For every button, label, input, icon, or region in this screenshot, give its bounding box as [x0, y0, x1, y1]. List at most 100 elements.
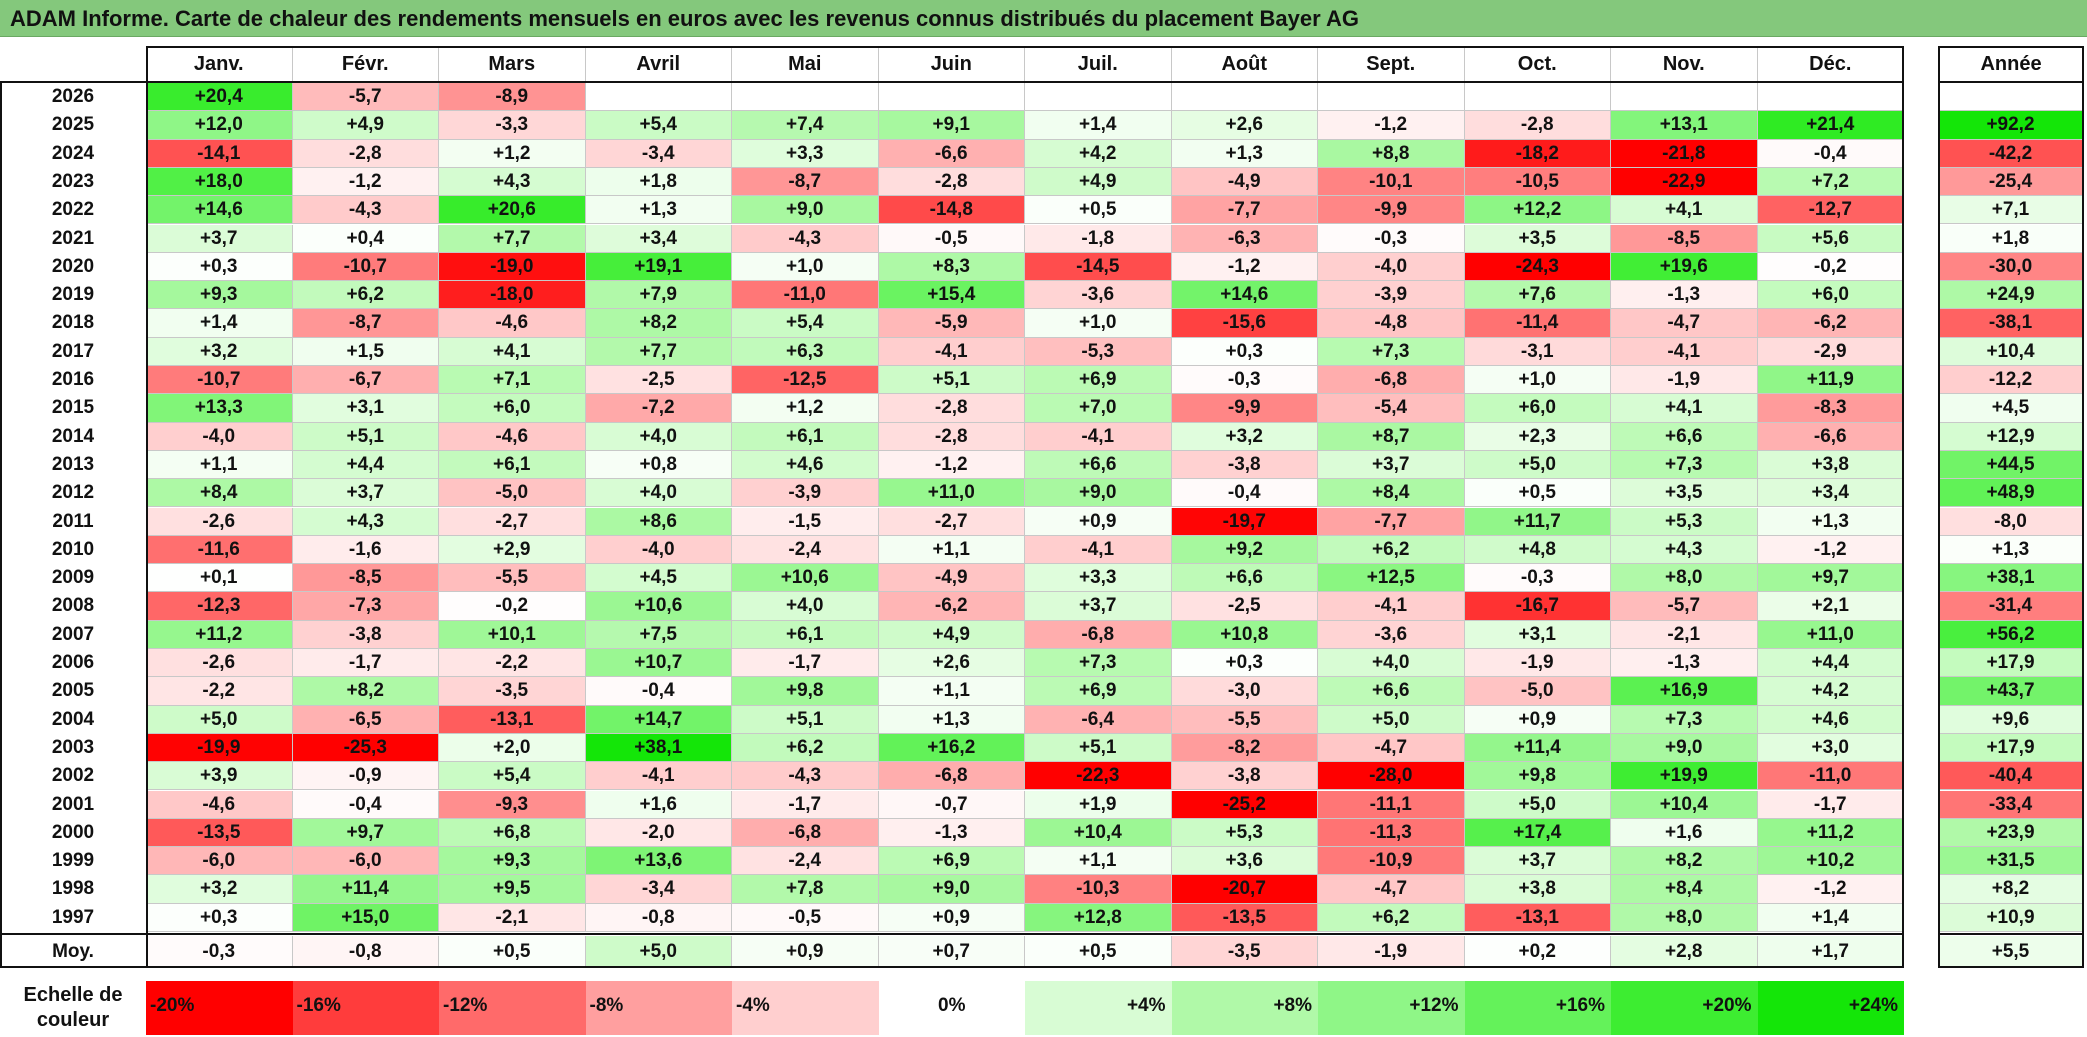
heatmap-cell: +0,1: [146, 564, 293, 593]
heatmap-cell: +18,0: [146, 167, 293, 197]
heatmap-cell: -11,0: [1757, 762, 1904, 791]
annual-cell: -38,1: [1938, 309, 2084, 338]
annual-cell: +4,5: [1938, 394, 2084, 423]
average-separator: [0, 933, 1904, 935]
year-label: 1998: [51, 878, 95, 900]
heatmap-cell: -4,9: [878, 564, 1025, 593]
heatmap-cell: +6,1: [439, 450, 586, 480]
heatmap-cell: -1,2: [1318, 111, 1465, 140]
heatmap-cell: +1,6: [585, 790, 732, 819]
heatmap-cell: -6,2: [1757, 309, 1904, 338]
heatmap-cell: +9,5: [439, 875, 586, 904]
heatmap-cell: -0,4: [292, 790, 439, 819]
heatmap-cell: -5,0: [439, 479, 586, 508]
heatmap-cell: +19,9: [1611, 762, 1758, 791]
heatmap-cell: -11,3: [1318, 818, 1465, 848]
heatmap-cell: -4,7: [1318, 875, 1465, 904]
color-scale-swatch: -8%: [585, 981, 732, 1035]
annual-cell: +44,5: [1938, 450, 2084, 480]
heatmap-cell: -4,0: [146, 422, 293, 451]
heatmap-cell: +1,0: [732, 252, 879, 282]
title-bar: ADAM Informe. Carte de chaleur des rende…: [0, 0, 2087, 37]
heatmap-cell: +7,3: [1318, 337, 1465, 366]
heatmap-cell: -2,8: [878, 422, 1025, 451]
heatmap-cell: +0,5: [1464, 479, 1611, 508]
heatmap-cell: -6,4: [1025, 705, 1172, 734]
heatmap-cell: +12,2: [1464, 196, 1611, 225]
heatmap-cell: +4,6: [1757, 705, 1904, 734]
heatmap-cell: -4,3: [292, 196, 439, 225]
heatmap-cell: +1,5: [292, 337, 439, 366]
heatmap-cell: -0,8: [585, 903, 732, 932]
heatmap-cell: +6,1: [732, 422, 879, 451]
year-label: 2017: [51, 340, 95, 362]
heatmap-cell: +7,9: [585, 281, 732, 310]
heatmap-cell: +1,1: [878, 535, 1025, 565]
heatmap-cell: +1,4: [146, 309, 293, 338]
heatmap-cell: -1,2: [1757, 535, 1904, 565]
heatmap-cell: +3,7: [1464, 847, 1611, 876]
heatmap-cell: -18,2: [1464, 139, 1611, 168]
color-scale-swatch: -16%: [292, 981, 439, 1035]
heatmap-cell: [732, 83, 879, 112]
heatmap-cell: -14,8: [878, 196, 1025, 225]
heatmap-cell: +5,0: [1318, 705, 1465, 734]
year-label: 2011: [52, 510, 94, 532]
heatmap-cell: +9,8: [732, 677, 879, 706]
heatmap-cell: +21,4: [1757, 111, 1904, 140]
heatmap-cell: -2,6: [146, 649, 293, 678]
heatmap-cell: +7,2: [1757, 167, 1904, 197]
heatmap-cell: +1,3: [585, 196, 732, 225]
heatmap-cell: -4,6: [439, 422, 586, 451]
annual-cell: +1,3: [1938, 535, 2084, 565]
heatmap-cell: -5,7: [1611, 592, 1758, 621]
average-cell: +2,8: [1611, 936, 1758, 968]
heatmap-cell: +8,2: [1611, 847, 1758, 876]
heatmap-cell: +1,3: [878, 705, 1025, 734]
heatmap-cell: +9,8: [1464, 762, 1611, 791]
heatmap-cell: [878, 83, 1025, 112]
month-header: Févr.: [293, 46, 439, 82]
heatmap-cell: +4,9: [1025, 167, 1172, 197]
heatmap-cell: +5,0: [1464, 450, 1611, 480]
heatmap-cell: +3,9: [146, 762, 293, 791]
heatmap-cell: [1611, 83, 1758, 112]
heatmap-cell: -2,5: [1171, 592, 1318, 621]
heatmap-cell: +10,2: [1757, 847, 1904, 876]
year-label: 2016: [51, 369, 95, 390]
heatmap-cell: -6,7: [292, 366, 439, 395]
heatmap-cell: -2,1: [1611, 620, 1758, 649]
heatmap-cell: +8,3: [878, 252, 1025, 282]
heatmap-cell: +38,1: [585, 733, 732, 763]
year-label: 2003: [51, 736, 95, 758]
average-label: Moy.: [52, 941, 94, 962]
heatmap-cell: +11,0: [878, 479, 1025, 508]
heatmap-cell: -6,2: [878, 592, 1025, 621]
heatmap-cell: -4,7: [1611, 309, 1758, 338]
color-scale-swatch: -4%: [732, 981, 879, 1035]
heatmap-cell: -0,9: [292, 762, 439, 791]
year-label: 2025: [51, 114, 95, 136]
heatmap-cell: -2,4: [732, 847, 879, 876]
chart-title: ADAM Informe. Carte de chaleur des rende…: [10, 6, 1359, 31]
annual-cell: +23,9: [1938, 818, 2084, 848]
average-cell: +0,7: [878, 936, 1025, 968]
heatmap-cell: +0,3: [1171, 337, 1318, 366]
heatmap-cell: -18,0: [439, 281, 586, 310]
annual-cell: -8,0: [1938, 507, 2084, 536]
heatmap-cell: -2,2: [146, 677, 293, 706]
year-label: 2012: [51, 482, 95, 504]
heatmap-cell: +6,2: [292, 281, 439, 310]
heatmap-cell: -0,3: [1464, 564, 1611, 593]
heatmap-cell: +9,0: [878, 875, 1025, 904]
heatmap-cell: +6,2: [1318, 535, 1465, 565]
heatmap-cell: +3,2: [146, 337, 293, 366]
heatmap-cell: -8,5: [1611, 224, 1758, 253]
heatmap-cell: -10,1: [1318, 167, 1465, 197]
heatmap-cell: +0,9: [878, 903, 1025, 932]
heatmap-cell: +3,2: [146, 875, 293, 904]
year-label: 2008: [51, 595, 95, 617]
year-label: 2001: [51, 793, 95, 815]
heatmap-cell: +7,7: [439, 224, 586, 253]
heatmap-cell: +20,6: [439, 196, 586, 225]
